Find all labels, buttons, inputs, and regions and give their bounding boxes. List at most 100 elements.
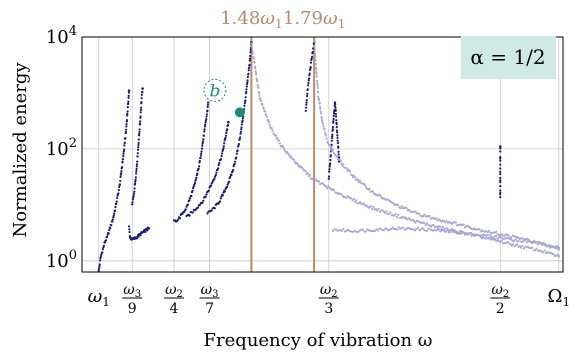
- data-point: [421, 227, 424, 230]
- data-point: [331, 128, 334, 131]
- data-point: [144, 230, 147, 234]
- data-point: [139, 115, 142, 118]
- data-point: [317, 95, 320, 98]
- svg-text:ω2: ω2: [165, 282, 183, 300]
- data-point: [389, 211, 392, 214]
- data-point: [319, 107, 322, 111]
- data-point: [127, 91, 130, 94]
- data-point: [337, 153, 340, 156]
- data-point: [101, 251, 104, 254]
- data-point: [340, 193, 343, 196]
- data-point: [306, 92, 309, 95]
- data-point: [335, 123, 338, 126]
- data-point: [223, 190, 227, 193]
- data-point: [402, 226, 405, 229]
- data-point: [226, 183, 229, 186]
- data-point: [329, 144, 332, 148]
- data-series: [97, 40, 561, 272]
- data-point: [250, 46, 254, 49]
- data-point: [309, 67, 312, 70]
- data-point: [372, 205, 375, 209]
- data-point: [206, 105, 209, 108]
- data-point: [111, 218, 114, 221]
- data-point: [277, 139, 281, 142]
- data-point: [240, 126, 243, 129]
- data-point: [419, 228, 423, 231]
- data-point: [140, 93, 143, 96]
- data-point: [244, 96, 247, 99]
- data-point: [278, 142, 281, 145]
- data-point: [136, 148, 140, 151]
- data-point: [346, 228, 349, 231]
- data-point: [469, 231, 473, 234]
- data-point: [211, 181, 214, 184]
- y-tick-labels: 100 102 104: [46, 24, 77, 272]
- data-point: [113, 212, 116, 215]
- data-point: [454, 221, 457, 224]
- data-point: [488, 229, 491, 232]
- data-point: [135, 165, 138, 168]
- data-point: [460, 232, 463, 235]
- data-point: [375, 228, 378, 231]
- data-point: [202, 138, 205, 141]
- data-point: [188, 199, 191, 202]
- data-point: [245, 90, 248, 94]
- data-point: [247, 66, 251, 70]
- data-point: [517, 240, 520, 243]
- data-point: [220, 154, 223, 158]
- data-point: [127, 102, 130, 105]
- data-point: [507, 240, 510, 244]
- data-point: [498, 145, 502, 148]
- data-point: [543, 249, 546, 252]
- data-point: [254, 67, 257, 70]
- svg-text:Ω1: Ω1: [548, 286, 569, 309]
- data-point: [424, 223, 427, 227]
- data-point: [98, 263, 101, 266]
- data-point: [310, 57, 313, 60]
- data-point: [331, 129, 334, 132]
- data-point: [225, 185, 229, 188]
- data-point: [240, 128, 243, 131]
- data-point: [557, 246, 561, 250]
- data-point: [199, 156, 202, 160]
- data-point: [139, 120, 142, 123]
- data-point: [221, 152, 224, 155]
- data-point: [307, 81, 310, 85]
- data-point: [128, 228, 131, 231]
- data-point: [542, 251, 545, 254]
- data-point: [274, 134, 277, 137]
- data-point: [521, 237, 524, 240]
- data-point: [321, 122, 325, 125]
- data-point: [308, 74, 311, 77]
- data-point: [323, 128, 326, 131]
- data-point: [307, 84, 310, 87]
- data-point: [254, 71, 258, 74]
- data-point: [539, 242, 542, 245]
- data-point: [330, 146, 333, 150]
- data-point: [397, 213, 400, 216]
- data-point: [336, 131, 339, 134]
- data-point: [259, 97, 262, 101]
- data-point: [329, 162, 332, 165]
- data-point: [543, 242, 546, 245]
- data-point: [248, 63, 251, 66]
- data-point: [137, 138, 140, 141]
- data-point: [525, 241, 528, 244]
- data-point: [210, 209, 213, 212]
- data-point: [117, 192, 120, 195]
- data-point: [376, 229, 379, 232]
- data-point: [255, 77, 258, 80]
- x-tick-label-5: ω22: [490, 282, 511, 317]
- data-point: [359, 179, 362, 182]
- data-point: [492, 236, 495, 240]
- data-point: [314, 56, 317, 59]
- data-point: [352, 197, 355, 201]
- data-point: [336, 139, 339, 142]
- data-point: [400, 205, 403, 208]
- svg-text:ω3: ω3: [201, 282, 219, 300]
- data-point: [198, 159, 201, 163]
- data-point: [524, 239, 527, 242]
- resonance-marker-label-1: 1.79ω1: [283, 8, 345, 31]
